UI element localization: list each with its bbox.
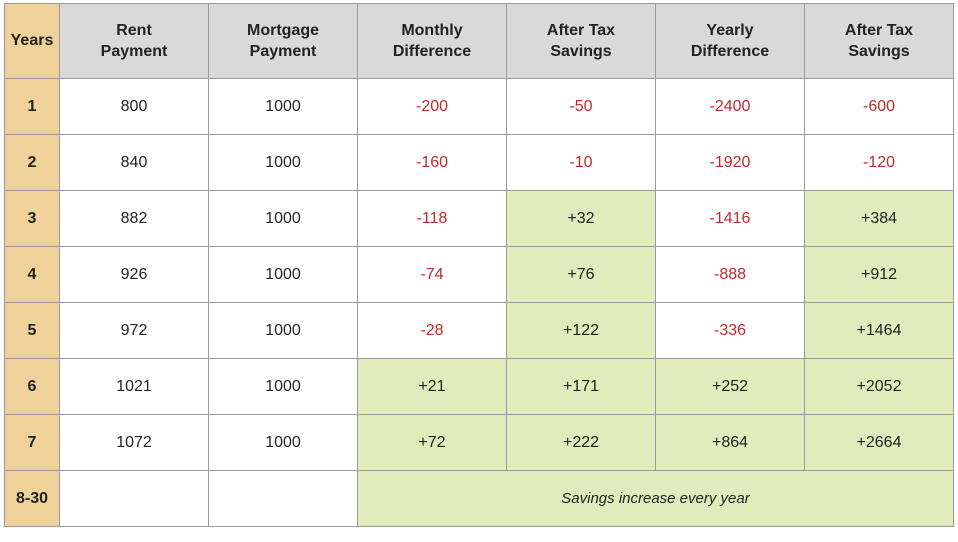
header-text: After Tax Savings (546, 22, 616, 60)
table-row: 4 926 1000 -74 +76 -888 +912 (4, 246, 954, 303)
value-cell: -200 (357, 78, 507, 135)
year-cell: 4 (4, 246, 60, 303)
header-cell: Yearly Difference (655, 3, 805, 79)
value-cell: -1416 (655, 190, 805, 247)
value-cell: +2664 (804, 414, 954, 471)
note-cell: Savings increase every year (357, 470, 954, 527)
table-row: 1 800 1000 -200 -50 -2400 -600 (4, 78, 954, 135)
year-cell: 6 (4, 358, 60, 415)
header-text: Monthly Difference (392, 22, 472, 60)
table-row: 5 972 1000 -28 +122 -336 +1464 (4, 302, 954, 359)
value-cell: -1920 (655, 134, 805, 191)
value-cell: +32 (506, 190, 656, 247)
value-cell: 840 (59, 134, 209, 191)
value-cell: +171 (506, 358, 656, 415)
table-row: 6 1021 1000 +21 +171 +252 +2052 (4, 358, 954, 415)
table-row: 3 882 1000 -118 +32 -1416 +384 (4, 190, 954, 247)
value-cell: 1000 (208, 302, 358, 359)
value-cell: +2052 (804, 358, 954, 415)
value-cell: -336 (655, 302, 805, 359)
value-cell: +864 (655, 414, 805, 471)
value-cell: -28 (357, 302, 507, 359)
value-cell: 1000 (208, 414, 358, 471)
header-cell: After Tax Savings (804, 3, 954, 79)
year-cell: 7 (4, 414, 60, 471)
value-cell: 1072 (59, 414, 209, 471)
header-row: Years Rent Payment Mortgage Payment Monthly… (4, 3, 954, 79)
header-text: After Tax Savings (844, 22, 914, 60)
value-cell: +384 (804, 190, 954, 247)
value-cell: -2400 (655, 78, 805, 135)
value-cell: 1000 (208, 246, 358, 303)
page: Years Rent Payment Mortgage Payment Monthly… (0, 3, 958, 542)
value-cell: +222 (506, 414, 656, 471)
header-text: Mortgage Payment (247, 22, 319, 60)
table-row: 2 840 1000 -160 -10 -1920 -120 (4, 134, 954, 191)
value-cell: 1000 (208, 78, 358, 135)
empty-cell (59, 470, 209, 527)
footer-row: 8-30 Savings increase every year (4, 470, 954, 527)
year-cell: 8-30 (4, 470, 60, 527)
value-cell: -118 (357, 190, 507, 247)
value-cell: +76 (506, 246, 656, 303)
header-text: Rent Payment (100, 22, 168, 60)
value-cell: -74 (357, 246, 507, 303)
value-cell: 1000 (208, 358, 358, 415)
header-cell: Mortgage Payment (208, 3, 358, 79)
savings-table: Years Rent Payment Mortgage Payment Monthly… (4, 3, 954, 527)
year-cell: 5 (4, 302, 60, 359)
year-cell: 2 (4, 134, 60, 191)
value-cell: 926 (59, 246, 209, 303)
value-cell: -160 (357, 134, 507, 191)
table-row: 7 1072 1000 +72 +222 +864 +2664 (4, 414, 954, 471)
header-cell: Years (4, 3, 60, 79)
value-cell: +912 (804, 246, 954, 303)
value-cell: 1000 (208, 190, 358, 247)
header-cell: Rent Payment (59, 3, 209, 79)
value-cell: -600 (804, 78, 954, 135)
value-cell: +122 (506, 302, 656, 359)
value-cell: +1464 (804, 302, 954, 359)
value-cell: -50 (506, 78, 656, 135)
value-cell: 882 (59, 190, 209, 247)
year-cell: 3 (4, 190, 60, 247)
value-cell: 972 (59, 302, 209, 359)
value-cell: -10 (506, 134, 656, 191)
value-cell: 800 (59, 78, 209, 135)
header-cell: Monthly Difference (357, 3, 507, 79)
empty-cell (208, 470, 358, 527)
value-cell: +21 (357, 358, 507, 415)
header-text: Yearly Difference (690, 22, 770, 60)
value-cell: 1021 (59, 358, 209, 415)
header-cell: After Tax Savings (506, 3, 656, 79)
year-cell: 1 (4, 78, 60, 135)
value-cell: +252 (655, 358, 805, 415)
value-cell: -888 (655, 246, 805, 303)
value-cell: +72 (357, 414, 507, 471)
value-cell: -120 (804, 134, 954, 191)
value-cell: 1000 (208, 134, 358, 191)
table-body: 1 800 1000 -200 -50 -2400 -600 2 840 1000 -160 -10-… (4, 78, 954, 527)
